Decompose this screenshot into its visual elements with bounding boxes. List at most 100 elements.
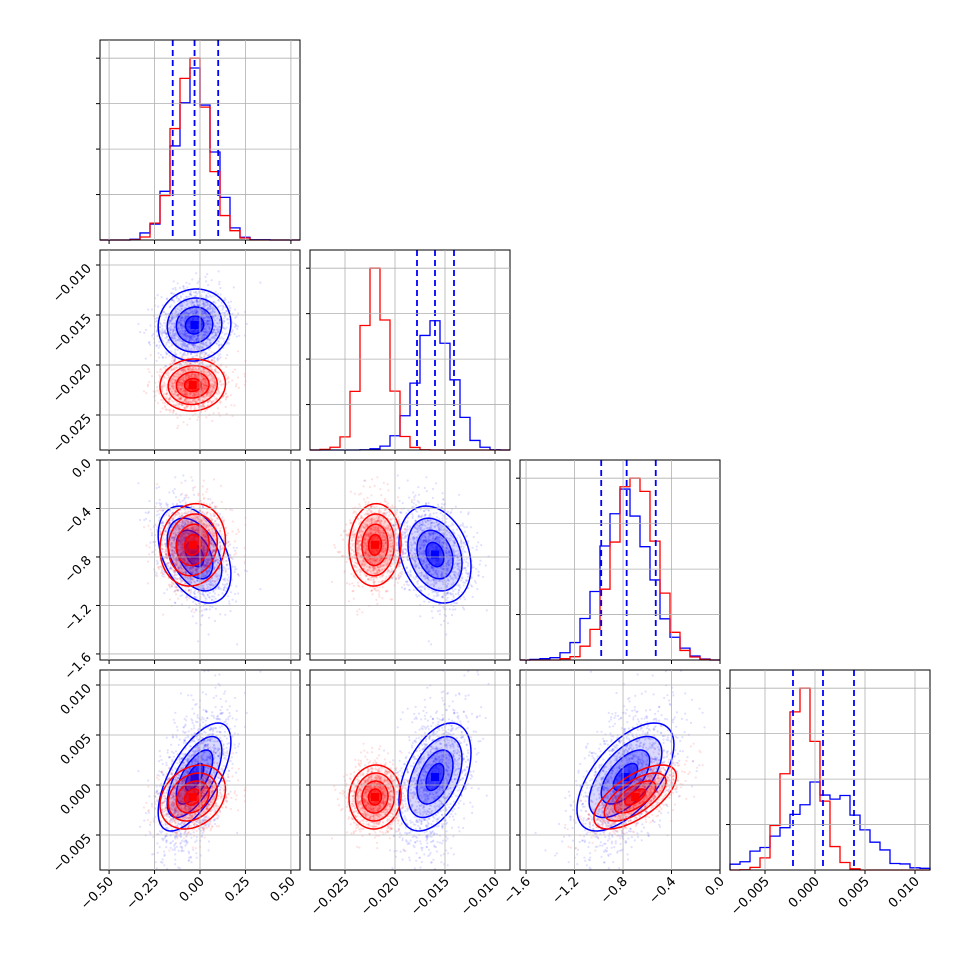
x-tick-label: 0.000 [786, 874, 823, 911]
contour-series-2 [167, 772, 219, 822]
y-tick-label: −0.010 [50, 261, 95, 306]
density-peak-series-2 [371, 540, 379, 549]
x-tick-label: −0.25 [124, 874, 163, 913]
y-tick-label: −0.8 [62, 553, 95, 586]
scatter-panel-4-1 [99, 669, 301, 871]
histogram-panel-4 [726, 669, 931, 871]
contour-series-2 [593, 764, 678, 830]
contour-series-2 [613, 780, 657, 814]
x-tick-label: −0.8 [598, 874, 631, 907]
panel-grid [310, 670, 510, 870]
panel-frame [309, 459, 511, 661]
panel-frame [729, 669, 931, 871]
contour-series-1 [398, 505, 472, 604]
contour-series-2 [183, 377, 202, 393]
histogram-panel-2 [306, 249, 511, 451]
contour-series-1 [166, 517, 223, 592]
panel-grid [100, 250, 300, 450]
y-tick-label: −1.6 [62, 650, 95, 683]
contour-series-1 [184, 315, 205, 335]
contour-series-1 [175, 749, 214, 805]
contour-series-1 [407, 735, 463, 819]
histogram-panel-3 [516, 459, 721, 661]
contour-series-1 [425, 541, 445, 568]
y-tick-label: 0.010 [58, 681, 95, 718]
contour-series-1 [425, 762, 445, 792]
x-tick-label: −0.005 [728, 874, 773, 919]
panel-grid [730, 670, 930, 870]
panel-frame [519, 459, 721, 661]
x-tick-label: −0.50 [78, 874, 117, 913]
contour-series-2 [361, 523, 389, 567]
contour-series-2 [348, 764, 402, 830]
contour-series-2 [361, 780, 389, 814]
panel-frame [309, 669, 511, 871]
contour-series-2 [167, 513, 219, 577]
density-peak-series-2 [188, 540, 197, 549]
y-tick-label: −0.020 [50, 361, 95, 406]
contour-series-2 [175, 523, 210, 567]
x-tick-label: 0.0 [703, 874, 728, 899]
y-tick-label: −0.005 [50, 831, 95, 876]
contour-series-2 [175, 371, 210, 399]
panel-grid [100, 460, 300, 660]
scatter-panel-4-3 [519, 669, 721, 871]
contour-series-2 [624, 788, 647, 806]
histogram-series-1 [729, 781, 931, 870]
x-tick-label: −0.025 [308, 874, 353, 919]
y-tick-label: −0.4 [62, 505, 95, 538]
contour-series-1 [157, 722, 232, 832]
density-peak-series-2 [631, 793, 640, 801]
panel-grid [520, 460, 720, 660]
x-tick-label: −1.2 [549, 874, 582, 907]
x-tick-label: 0.50 [268, 874, 299, 905]
contour-series-1 [407, 517, 463, 592]
contour-series-2 [175, 780, 210, 814]
sample-points-series-1 [364, 474, 490, 646]
density-peak-series-1 [431, 773, 439, 781]
scatter-panel-2-1 [99, 249, 301, 451]
x-tick-label: −1.6 [501, 874, 534, 907]
contour-series-1 [416, 529, 454, 580]
panel-frame [309, 249, 511, 451]
panel-frame [519, 669, 721, 871]
histogram-series-1 [310, 320, 510, 451]
density-peak-series-1 [621, 773, 630, 781]
contour-series-1 [166, 297, 223, 353]
contour-series-2 [367, 788, 383, 806]
density-peak-series-2 [188, 793, 197, 801]
density-peak-series-1 [190, 773, 199, 781]
x-tick-label: 0.005 [836, 874, 873, 911]
contour-series-2 [354, 513, 396, 577]
density-peak-series-2 [371, 793, 379, 801]
contour-series-1 [416, 749, 454, 805]
histogram-series-2 [520, 477, 720, 661]
panel-grid [310, 460, 510, 660]
x-tick-label: 0.00 [177, 874, 208, 905]
x-tick-label: 0.010 [886, 874, 923, 911]
contour-series-1 [398, 722, 472, 832]
contour-series-2 [183, 533, 202, 556]
contour-series-2 [367, 533, 383, 556]
sample-points-series-2 [330, 742, 425, 852]
scatter-panel-3-1 [99, 459, 301, 661]
histogram-panel-1 [96, 39, 301, 241]
contour-series-1 [157, 288, 232, 362]
panel-grid [520, 670, 720, 870]
y-tick-label: 0.000 [58, 781, 95, 818]
panel-grid [310, 250, 510, 450]
y-tick-label: 0.0 [70, 456, 95, 481]
contour-series-2 [159, 358, 227, 412]
contour-series-2 [167, 364, 219, 406]
contour-series-2 [183, 788, 202, 806]
density-peak-series-2 [188, 381, 197, 389]
panel-grid [100, 670, 300, 870]
contour-series-2 [159, 502, 227, 587]
contour-series-1 [175, 306, 214, 344]
x-tick-label: 0.25 [222, 874, 253, 905]
y-tick-label: 0.005 [58, 731, 95, 768]
density-peak-series-1 [190, 321, 199, 329]
density-peak-series-1 [431, 550, 439, 559]
contour-series-2 [159, 764, 227, 830]
